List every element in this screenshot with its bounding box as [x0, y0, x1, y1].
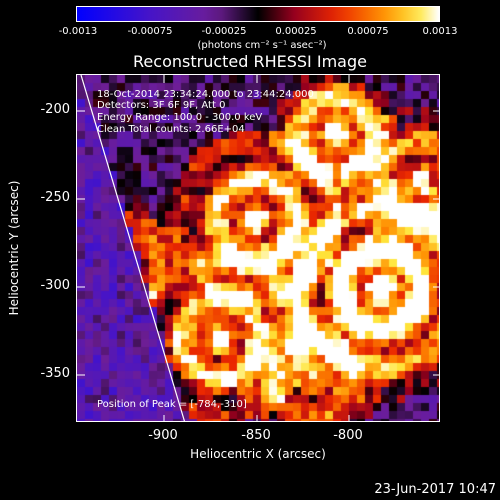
y-tick-label: -350	[40, 366, 70, 381]
image-plot-frame: 18-Oct-2014 23:34:24.000 to 23:44:24.000…	[76, 74, 440, 422]
time-range-annotation: 18-Oct-2014 23:34:24.000 to 23:44:24.000	[97, 89, 314, 100]
plot-overlay	[77, 75, 439, 421]
peak-position-annotation: Position of Peak = [-784,-310]	[97, 399, 247, 410]
colorbar-unit-label: (photons cm⁻² s⁻¹ asec⁻²)	[197, 40, 327, 51]
clean-counts-annotation: Clean Total counts: 2.66E+04	[97, 124, 245, 135]
y-tick-label: -300	[40, 278, 70, 293]
detectors-annotation: Detectors: 3F 6F 9F, Att 0	[97, 100, 226, 111]
solar-limb-line	[80, 75, 186, 421]
x-tick-label: -900	[148, 428, 178, 443]
y-tick-label: -250	[40, 190, 70, 205]
colorbar-tick: -0.00075	[127, 26, 173, 37]
plot-title: Reconstructed RHESSI Image	[133, 52, 367, 71]
colorbar-tick: 0.00025	[275, 26, 317, 37]
x-tick-label: -850	[241, 428, 271, 443]
x-axis-label: Heliocentric X (arcsec)	[190, 447, 326, 461]
colorbar-tick: -0.0013	[58, 26, 98, 37]
colorbar-tick: -0.00025	[201, 26, 247, 37]
y-axis-label: Heliocentric Y (arcsec)	[7, 180, 21, 316]
x-tick-label: -800	[333, 428, 363, 443]
colorbar	[76, 6, 440, 22]
energy-range-annotation: Energy Range: 100.0 - 300.0 keV	[97, 112, 263, 123]
colorbar-tick: 0.0013	[422, 26, 458, 37]
timestamp: 23-Jun-2017 10:47	[374, 482, 496, 497]
colorbar-tick: 0.00075	[347, 26, 389, 37]
y-tick-label: -200	[40, 102, 70, 117]
axis-tick-marks	[77, 75, 439, 421]
rhessi-image-heatmap	[77, 75, 439, 421]
